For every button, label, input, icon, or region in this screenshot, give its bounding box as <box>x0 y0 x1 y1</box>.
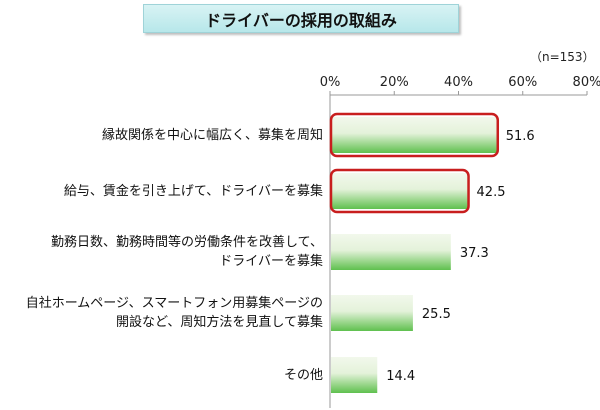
category-label: 勤務日数、勤務時間等の労働条件を改善して、ドライバーを募集 <box>3 233 323 271</box>
sample-size-note: （n=153） <box>530 50 595 64</box>
data-label: 51.6 <box>506 129 535 144</box>
bar <box>331 295 413 331</box>
category-label: その他 <box>3 366 323 385</box>
data-label: 42.5 <box>477 185 506 200</box>
bar <box>331 234 451 270</box>
bar <box>331 117 497 153</box>
x-tick-label: 40% <box>444 75 473 90</box>
bar <box>331 173 468 209</box>
category-label-line: 自社ホームページ、スマートフォン用募集ページの <box>25 296 323 311</box>
x-tick-label: 80% <box>573 75 600 90</box>
category-label-line: ドライバーを募集 <box>219 254 323 269</box>
category-label: 縁故関係を中心に幅広く、募集を周知 <box>3 126 323 145</box>
x-tick-label: 0% <box>320 75 341 90</box>
chart-title: ドライバーの採用の取組み <box>143 4 459 33</box>
category-label-line: 給与、賃金を引き上げて、ドライバーを募集 <box>63 183 323 199</box>
category-label-line: その他 <box>283 367 323 383</box>
highlight-frame <box>329 112 500 158</box>
category-label-line: 縁故関係を中心に幅広く、募集を周知 <box>101 127 323 143</box>
data-label: 25.5 <box>422 307 451 322</box>
x-tick-label: 60% <box>508 75 537 90</box>
highlight-frame <box>329 168 470 214</box>
bar <box>331 357 378 393</box>
category-label-line: 開設など、周知方法を見直して募集 <box>116 315 323 330</box>
category-label-line: 勤務日数、勤務時間等の労働条件を改善して、 <box>51 235 323 250</box>
category-label: 自社ホームページ、スマートフォン用募集ページの開設など、周知方法を見直して募集 <box>3 294 323 332</box>
category-label: 給与、賃金を引き上げて、ドライバーを募集 <box>3 182 323 201</box>
x-tick-label: 20% <box>380 75 409 90</box>
data-label: 14.4 <box>386 369 415 384</box>
data-label: 37.3 <box>460 246 489 261</box>
